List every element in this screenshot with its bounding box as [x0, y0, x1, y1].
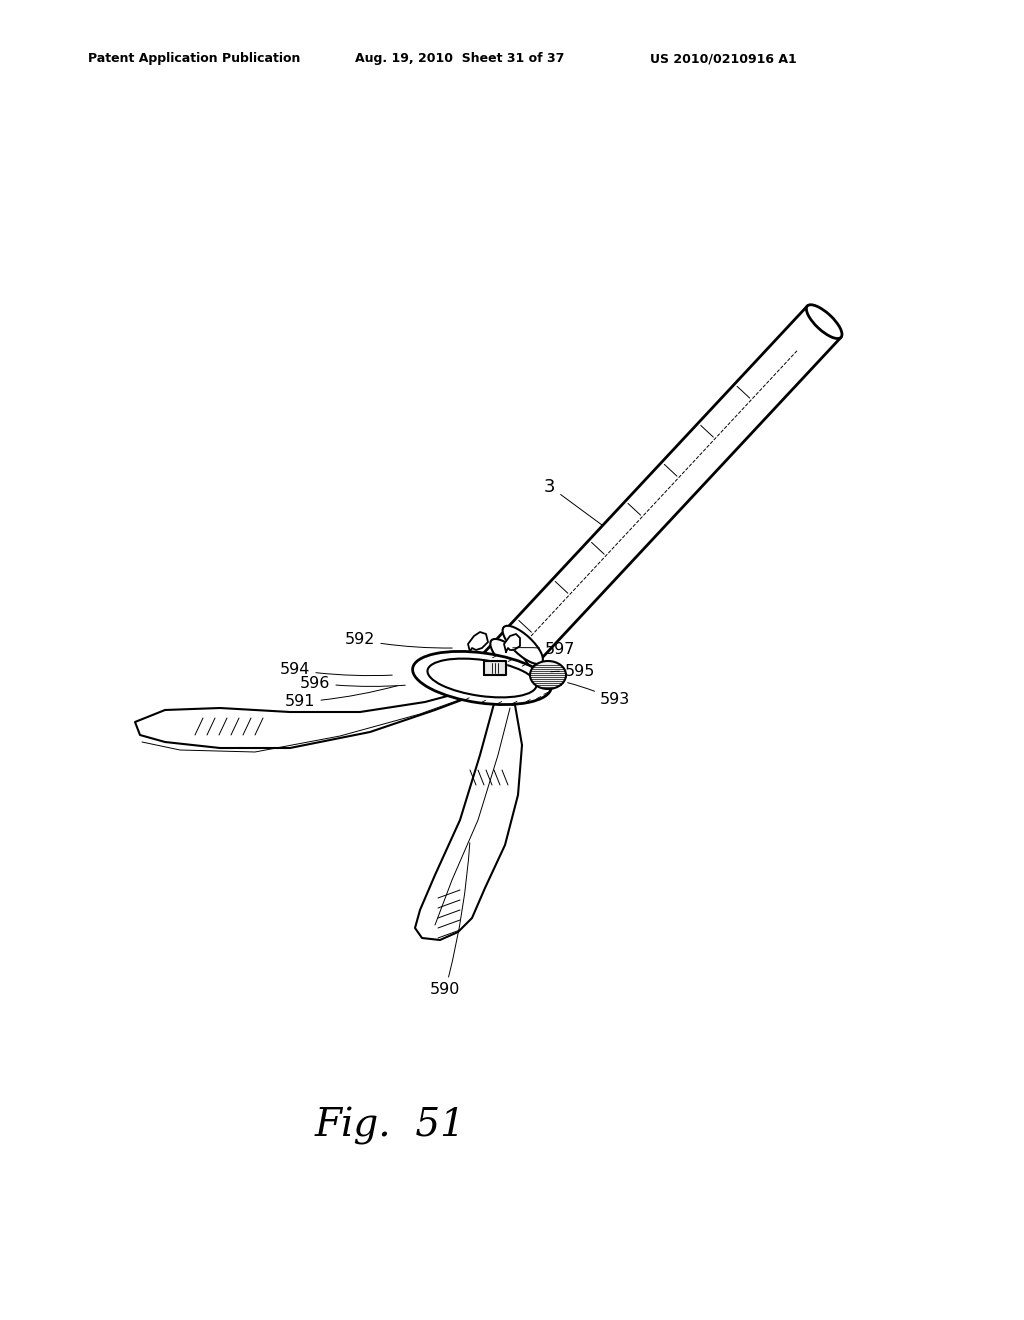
Ellipse shape [503, 626, 543, 664]
Text: 591: 591 [285, 685, 397, 710]
Ellipse shape [427, 659, 537, 697]
Text: Patent Application Publication: Patent Application Publication [88, 51, 300, 65]
Ellipse shape [413, 651, 551, 705]
Text: 590: 590 [430, 842, 470, 998]
Polygon shape [476, 306, 841, 692]
Text: Aug. 19, 2010  Sheet 31 of 37: Aug. 19, 2010 Sheet 31 of 37 [355, 51, 564, 65]
Text: 596: 596 [300, 676, 406, 690]
Text: Fig.  51: Fig. 51 [314, 1107, 466, 1144]
Text: 594: 594 [280, 663, 392, 677]
Polygon shape [135, 690, 475, 748]
Text: 592: 592 [345, 632, 453, 648]
Text: 597: 597 [513, 643, 575, 657]
Text: 3: 3 [544, 478, 602, 525]
Polygon shape [468, 632, 488, 652]
Text: 593: 593 [567, 682, 630, 708]
Polygon shape [415, 700, 522, 940]
Ellipse shape [490, 639, 530, 677]
Polygon shape [484, 661, 506, 675]
Ellipse shape [806, 305, 842, 338]
Polygon shape [504, 634, 520, 652]
Text: 595: 595 [551, 664, 595, 680]
Ellipse shape [530, 661, 566, 689]
Text: US 2010/0210916 A1: US 2010/0210916 A1 [650, 51, 797, 65]
